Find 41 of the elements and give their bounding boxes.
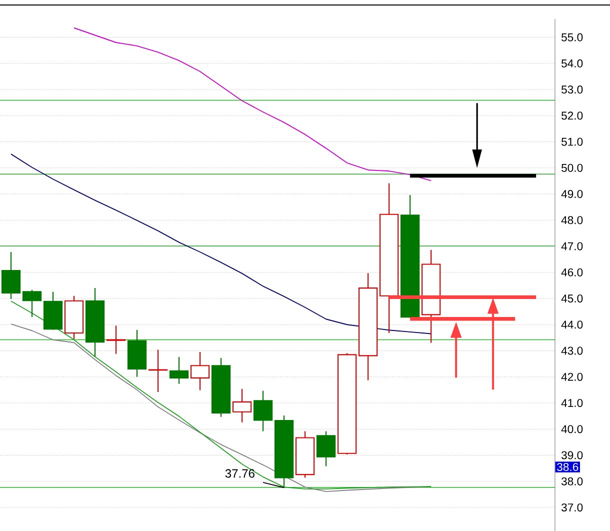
candlestick <box>358 272 378 381</box>
candlestick <box>169 356 189 384</box>
y-tick-label: 52.0 <box>562 112 583 120</box>
y-tick-label: 54.0 <box>562 59 583 68</box>
candlestick <box>400 194 420 319</box>
y-tick-label: 55.0 <box>562 33 583 42</box>
y-tick-label: 49.0 <box>561 190 583 198</box>
candlestick <box>295 430 315 478</box>
y-tick-label: 51.0 <box>562 138 583 146</box>
y-tick-label: 47.0 <box>561 242 583 250</box>
y-tick-label: 39.0 <box>561 451 583 460</box>
y-tick-label: 44.0 <box>561 320 583 329</box>
y-tick-label: 46.0 <box>561 268 583 276</box>
candlestick <box>422 249 441 344</box>
candlestick <box>22 289 42 318</box>
candlestick <box>211 358 231 418</box>
candlestick <box>106 325 126 354</box>
candlestick <box>127 329 147 378</box>
y-tick-label: 42.0 <box>561 372 583 381</box>
candlestick <box>232 388 252 423</box>
candlestick <box>380 182 399 334</box>
candlestick <box>85 288 105 358</box>
y-tick-label: 45.0 <box>561 294 583 303</box>
candlestick <box>64 295 84 340</box>
candlestick <box>316 430 336 467</box>
annotation: 37.76 <box>225 469 254 478</box>
y-tick-label: 41.0 <box>561 398 583 407</box>
y-tick-label: 38.0 <box>561 477 583 486</box>
text: 38.6 <box>557 462 578 471</box>
candlestick <box>43 291 63 330</box>
y-tick-label: 37.0 <box>561 503 583 512</box>
candlestick <box>274 414 294 488</box>
candlestick <box>190 352 210 391</box>
candlestick <box>253 390 273 432</box>
y-tick-label: 50.0 <box>562 164 583 172</box>
line-series <box>10 154 432 334</box>
y-tick-label: 48.0 <box>561 216 583 224</box>
candlestick <box>1 251 21 300</box>
y-tick-label: 43.0 <box>561 346 583 355</box>
y-tick-label: 53.0 <box>562 86 583 94</box>
y-tick-label: 40.0 <box>561 425 583 434</box>
